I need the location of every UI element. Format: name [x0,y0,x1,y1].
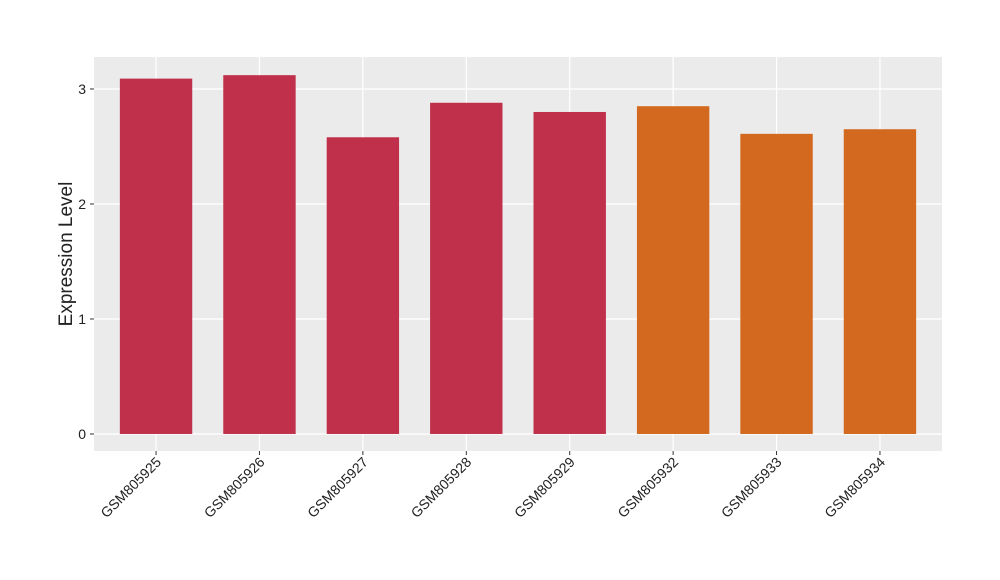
x-tick-label: GSM805933 [718,454,785,521]
x-tick-label: GSM805932 [614,454,681,521]
y-tick-label: 1 [78,311,86,327]
x-tick-label: GSM805925 [97,454,164,521]
bar [223,75,296,434]
bar [740,133,813,434]
x-tick-label: GSM805926 [201,454,268,521]
x-tick-label: GSM805929 [511,454,578,521]
bar [326,137,400,434]
bar [119,78,193,434]
x-tick-label: GSM805934 [821,454,888,521]
panel [94,57,942,451]
bar [533,111,606,434]
x-tick-label: GSM805928 [408,454,475,521]
y-axis-label: Expression Level [56,182,77,327]
bar [430,102,503,434]
y-tick-label: 0 [78,426,86,442]
bar [636,106,710,434]
x-tick-label: GSM805927 [304,454,371,521]
y-tick-label: 2 [78,196,86,212]
y-tick-label: 3 [78,81,86,97]
bar [843,129,917,434]
